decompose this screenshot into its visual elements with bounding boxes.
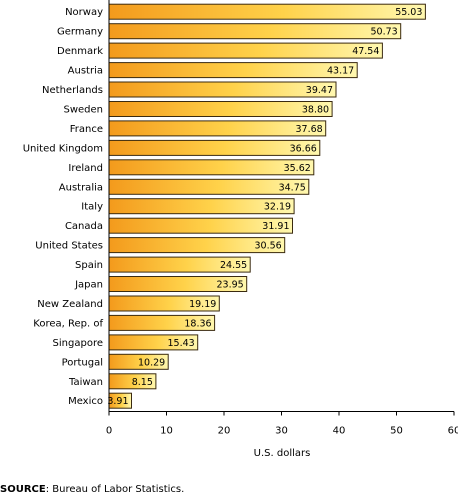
category-label: Mexico: [68, 396, 103, 407]
value-label: 19.19: [189, 299, 216, 310]
category-label: United Kingdom: [23, 143, 103, 154]
bar: [108, 3, 426, 20]
category-label: Japan: [74, 280, 103, 291]
value-label: 10.29: [138, 357, 165, 368]
value-label: 30.56: [254, 241, 281, 252]
x-tick-label: 0: [106, 425, 112, 436]
value-label: 3.91: [107, 396, 128, 407]
bar: [108, 81, 337, 98]
x-tick-label: 10: [160, 425, 173, 436]
value-label: 47.54: [352, 46, 379, 57]
bar: [108, 120, 327, 137]
source-text: : Bureau of Labor Statistics.: [45, 484, 185, 495]
value-label: 31.91: [262, 221, 289, 232]
category-label: Canada: [65, 221, 103, 232]
x-tick-label: 50: [390, 425, 403, 436]
value-label: 38.80: [302, 105, 329, 116]
category-label: Netherlands: [42, 85, 103, 96]
category-label: Korea, Rep. of: [33, 318, 103, 329]
value-label: 55.03: [395, 7, 422, 18]
value-label: 18.36: [184, 318, 211, 329]
category-label: Singapore: [53, 338, 103, 349]
value-label: 43.17: [327, 66, 354, 77]
value-label: 8.15: [132, 377, 153, 388]
category-label: Ireland: [68, 163, 103, 174]
value-label: 15.43: [167, 338, 194, 349]
x-tick-label: 20: [218, 425, 231, 436]
source-note: SOURCE: Bureau of Labor Statistics.: [0, 484, 184, 495]
category-label: Germany: [57, 27, 103, 38]
value-label: 39.47: [306, 85, 333, 96]
category-label: Spain: [75, 260, 103, 271]
category-label: Sweden: [63, 105, 103, 116]
source-label: SOURCE: [0, 484, 46, 495]
value-label: 32.19: [264, 202, 291, 213]
category-label: France: [70, 124, 103, 135]
x-tick-label: 60: [448, 425, 458, 436]
x-tick-label: 30: [275, 425, 288, 436]
category-label: United States: [35, 241, 103, 252]
value-label: 34.75: [279, 182, 306, 193]
category-label: Austria: [68, 66, 103, 77]
value-label: 50.73: [370, 27, 397, 38]
value-label: 36.66: [290, 143, 317, 154]
category-label: Italy: [81, 202, 103, 213]
value-label: 24.55: [220, 260, 247, 271]
category-label: Norway: [65, 7, 103, 18]
bar: [108, 62, 358, 79]
category-label: Australia: [59, 182, 103, 193]
category-label: Taiwan: [68, 377, 103, 388]
value-label: 35.62: [284, 163, 311, 174]
category-label: New Zealand: [37, 299, 103, 310]
bar: [108, 23, 402, 40]
x-axis-title: U.S. dollars: [254, 448, 311, 459]
category-label: Denmark: [57, 46, 103, 57]
category-label: Portugal: [62, 357, 103, 368]
bar: [108, 101, 333, 117]
value-label: 23.95: [216, 280, 243, 291]
bar: [108, 42, 383, 59]
x-tick-label: 40: [333, 425, 346, 436]
value-label: 37.68: [295, 124, 322, 135]
bar: [108, 139, 321, 156]
